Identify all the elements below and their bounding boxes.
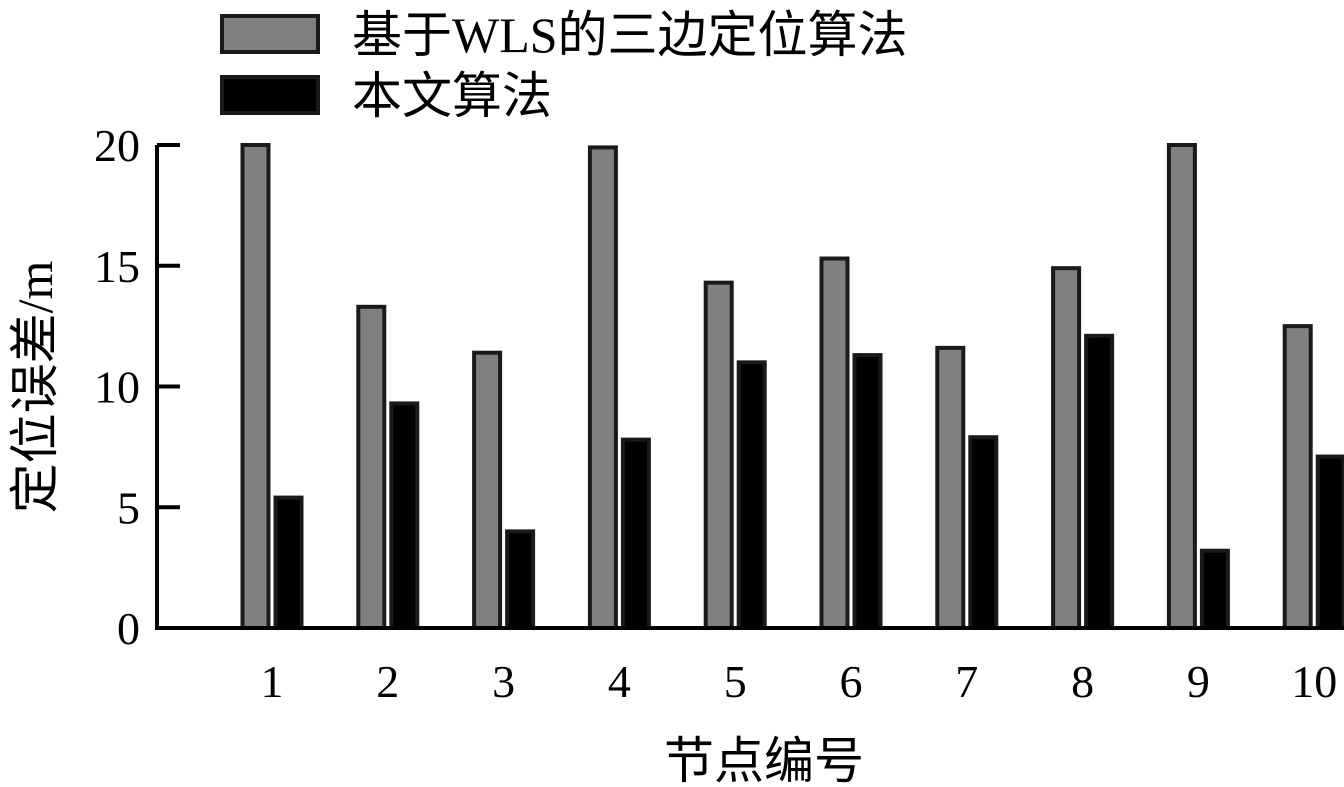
x-tick-label: 1 bbox=[261, 656, 284, 707]
bar-proposed-node-9 bbox=[1199, 548, 1230, 630]
bars bbox=[240, 143, 1344, 631]
x-tick-label: 3 bbox=[492, 656, 515, 707]
legend: 基于WLS的三边定位算法 本文算法 bbox=[220, 7, 908, 124]
y-axis-title: 定位误差/m bbox=[7, 261, 63, 514]
y-tick-label: 15 bbox=[94, 241, 140, 292]
bar-wls-node-7 bbox=[935, 345, 966, 630]
bar-proposed-node-8 bbox=[1084, 333, 1115, 630]
bar-wls-node-10 bbox=[1282, 324, 1313, 630]
x-tick-label: 8 bbox=[1071, 656, 1094, 707]
bar-wls-node-1 bbox=[240, 143, 271, 630]
bar-proposed-node-2 bbox=[389, 401, 420, 630]
bar-proposed-node-3 bbox=[505, 529, 536, 631]
bar-proposed-node-10 bbox=[1315, 454, 1344, 630]
x-tick-label: 9 bbox=[1187, 656, 1210, 707]
bar-wls-node-4 bbox=[587, 145, 618, 630]
legend-label-wls: 基于WLS的三边定位算法 bbox=[352, 7, 908, 63]
x-tick-label: 4 bbox=[608, 656, 631, 707]
x-axis-title: 节点编号 bbox=[664, 733, 864, 787]
bar-proposed-node-7 bbox=[968, 435, 999, 630]
bar-wls-node-8 bbox=[1051, 266, 1082, 630]
y-tick-label: 10 bbox=[94, 362, 140, 413]
legend-swatch-wls bbox=[220, 14, 320, 54]
bar-wls-node-9 bbox=[1166, 143, 1197, 630]
x-tick-label: 5 bbox=[724, 656, 747, 707]
legend-label-proposed: 本文算法 bbox=[352, 68, 552, 124]
y-tick-label: 0 bbox=[117, 603, 140, 654]
bar-proposed-node-1 bbox=[273, 495, 304, 630]
bar-wls-node-5 bbox=[703, 280, 734, 630]
bar-wls-node-6 bbox=[819, 256, 850, 630]
x-tick-label: 10 bbox=[1291, 656, 1337, 707]
bar-wls-node-2 bbox=[356, 304, 387, 630]
y-tick-label: 20 bbox=[94, 120, 140, 171]
x-tick-label: 7 bbox=[955, 656, 978, 707]
bar-proposed-node-5 bbox=[736, 360, 767, 630]
y-tick-label: 5 bbox=[117, 482, 140, 533]
y-axis-ticks: 0 5 10 15 20 bbox=[94, 120, 180, 654]
bar-wls-node-3 bbox=[472, 350, 503, 630]
x-tick-label: 6 bbox=[840, 656, 863, 707]
x-axis-ticks: 1 2 3 4 5 6 7 8 9 10 bbox=[261, 656, 1338, 707]
legend-swatch-proposed bbox=[220, 75, 320, 115]
bar-proposed-node-6 bbox=[852, 353, 883, 630]
bar-proposed-node-4 bbox=[620, 437, 651, 630]
x-tick-label: 2 bbox=[376, 656, 399, 707]
